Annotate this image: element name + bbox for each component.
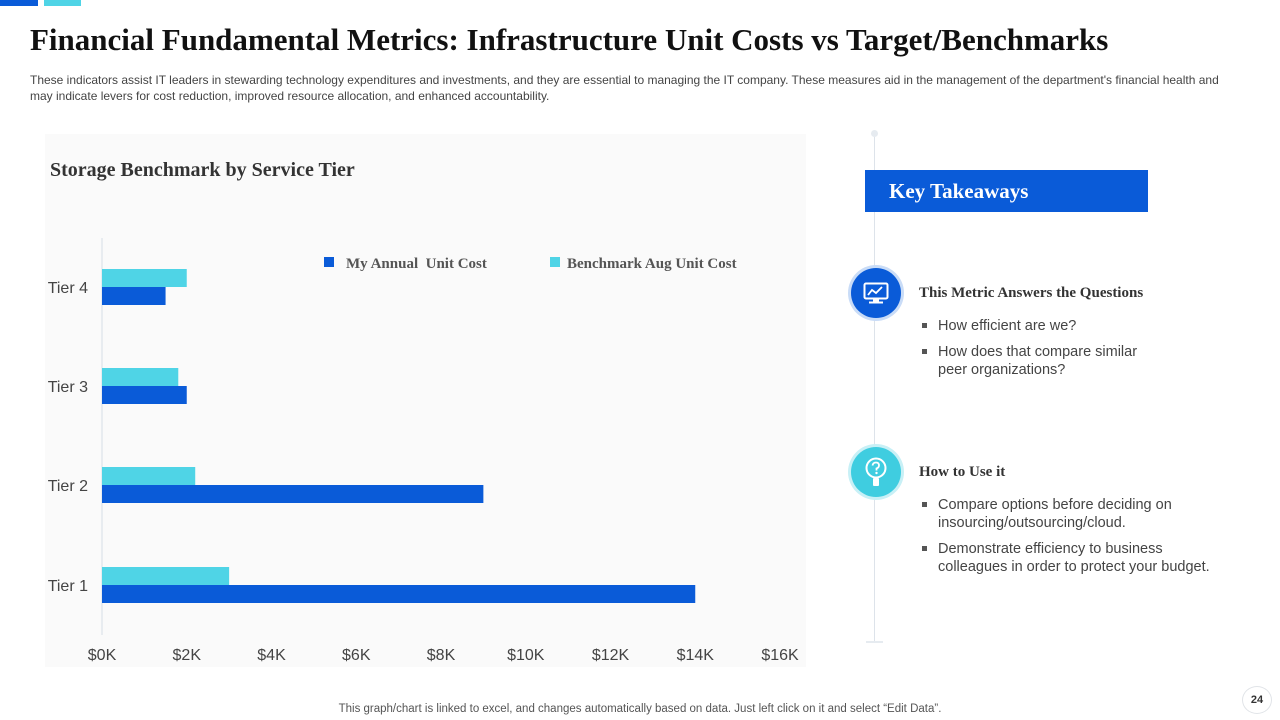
monitor-chart-icon bbox=[851, 268, 901, 318]
chart-panel[interactable] bbox=[45, 134, 806, 667]
list-item: Demonstrate efficiency to business colle… bbox=[920, 540, 1230, 576]
list-item: How does that compare similar peer organ… bbox=[920, 343, 1160, 379]
questions-list: How efficient are we? How does that comp… bbox=[920, 317, 1160, 387]
chart-title: Storage Benchmark by Service Tier bbox=[50, 159, 355, 181]
footnote: This graph/chart is linked to excel, and… bbox=[338, 703, 942, 715]
accent-bar-blue bbox=[0, 0, 38, 6]
timeline-dot bbox=[871, 130, 878, 137]
timeline-divider bbox=[874, 134, 875, 642]
list-item: Compare options before deciding on insou… bbox=[920, 496, 1230, 532]
section-title-how-to-use: How to Use it bbox=[919, 464, 1006, 480]
timeline-end bbox=[866, 641, 883, 643]
how-to-use-list: Compare options before deciding on insou… bbox=[920, 496, 1230, 584]
page-title: Financial Fundamental Metrics: Infrastru… bbox=[30, 22, 1109, 57]
lightbulb-question-icon bbox=[851, 447, 901, 497]
list-item: How efficient are we? bbox=[920, 317, 1160, 335]
key-takeaways-header: Key Takeaways bbox=[865, 170, 1148, 212]
page-subtitle: These indicators assist IT leaders in st… bbox=[30, 73, 1219, 103]
accent-bar-cyan bbox=[44, 0, 81, 6]
page-number: 24 bbox=[1242, 686, 1272, 714]
section-title-questions: This Metric Answers the Questions bbox=[919, 285, 1144, 301]
